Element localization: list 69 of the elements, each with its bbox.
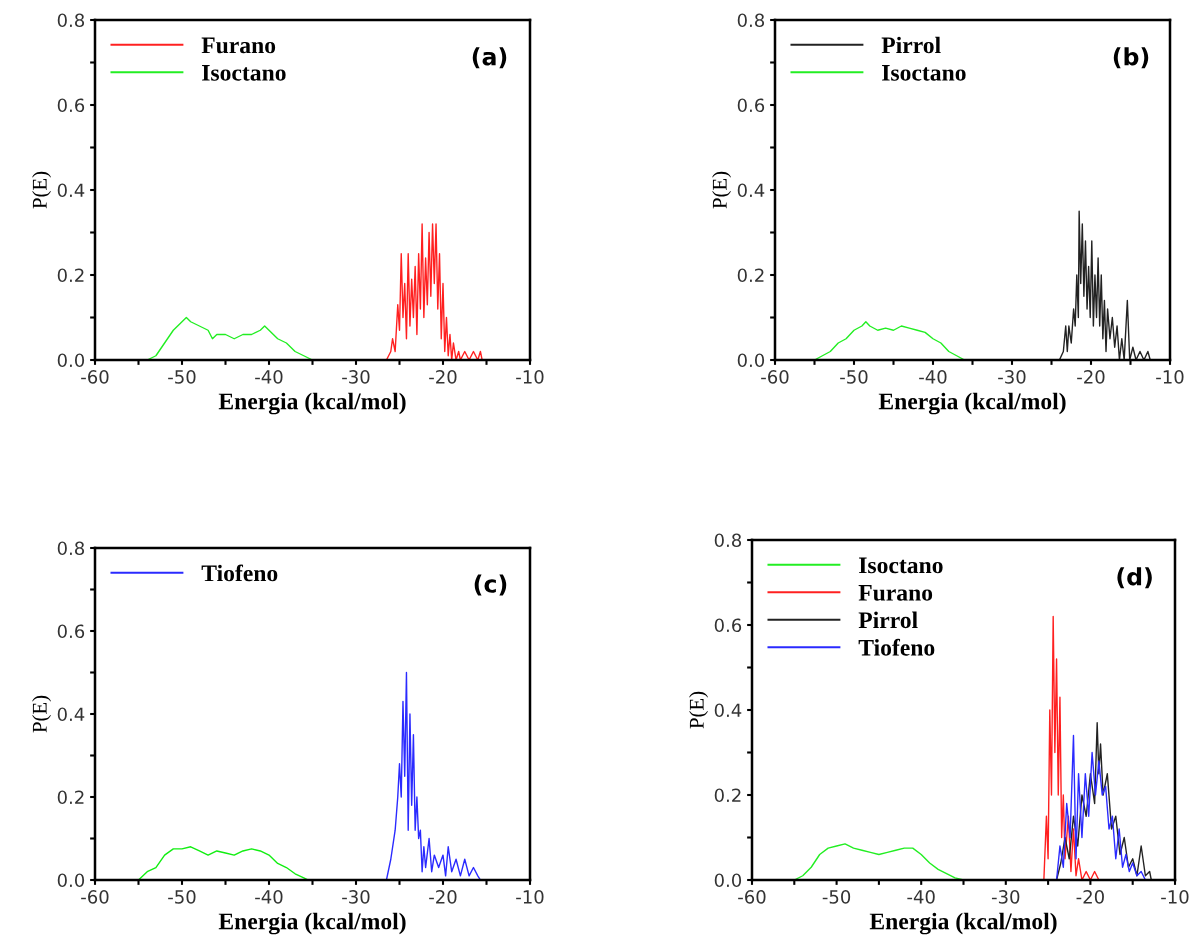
y-tick-label: 0.2 — [57, 790, 84, 805]
annotation: (b) — [1113, 47, 1149, 69]
y-tick-label: 0.8 — [57, 13, 85, 28]
legend-label: Pirrol — [858, 611, 918, 629]
x-tick-label: -40 — [919, 370, 947, 384]
y-axis-title: P(E) — [32, 695, 52, 733]
y-tick-label: 0.8 — [57, 541, 85, 556]
x-tick-label: -50 — [168, 370, 196, 384]
x-tick-label: -50 — [822, 890, 851, 904]
legend-label: Tiofeno — [201, 564, 278, 582]
legend-label: Tiofeno — [858, 638, 935, 656]
line-series — [137, 846, 309, 880]
x-tick-label: -20 — [1077, 370, 1105, 384]
y-tick-label: 0.8 — [737, 13, 765, 28]
x-tick-label: -50 — [840, 370, 868, 384]
x-tick-label: -20 — [429, 370, 457, 384]
y-tick-label: 0.6 — [57, 98, 85, 113]
x-tick-label: -10 — [1161, 890, 1189, 904]
y-tick-label: 0.0 — [714, 873, 742, 888]
x-tick-label: -20 — [429, 890, 457, 904]
x-tick-label: -10 — [1156, 370, 1184, 384]
y-tick-label: 0.0 — [57, 873, 85, 888]
x-tick-label: -40 — [255, 370, 283, 384]
x-tick-label: -30 — [342, 890, 370, 904]
x-tick-label: -40 — [255, 890, 283, 904]
y-tick-label: 0.8 — [714, 533, 742, 548]
legend-label: Isoctano — [859, 557, 943, 574]
y-tick-label: 0.6 — [57, 624, 85, 639]
y-axis-title: P(E) — [32, 171, 52, 209]
annotation: (a) — [472, 47, 507, 69]
y-tick-label: 0.2 — [57, 268, 84, 283]
x-axis-title: Energia (kcal/mol) — [218, 392, 406, 415]
x-tick-label: -60 — [738, 890, 766, 904]
x-axis-title: Energia (kcal/mol) — [878, 392, 1066, 415]
x-tick-label: -30 — [342, 370, 370, 384]
y-tick-label: 0.6 — [737, 98, 765, 113]
x-tick-label: -50 — [168, 890, 196, 904]
y-tick-label: 0.6 — [714, 618, 742, 633]
legend-label: Furano — [858, 585, 933, 601]
x-tick-label: -60 — [81, 370, 109, 384]
x-tick-label: -40 — [907, 890, 935, 904]
y-tick-label: 0.4 — [57, 707, 85, 722]
x-tick-label: -10 — [516, 890, 544, 904]
y-tick-label: 0.2 — [737, 268, 764, 283]
x-axis-title: Energia (kcal/mol) — [869, 912, 1057, 935]
y-axis-title: P(E) — [689, 691, 709, 729]
x-tick-label: -20 — [1076, 890, 1104, 904]
y-tick-label: 0.2 — [714, 788, 741, 803]
legend-label: Isoctano — [202, 65, 286, 81]
y-tick-label: 0.4 — [57, 183, 85, 198]
legend-label: Pirrol — [881, 36, 941, 54]
line-series — [385, 223, 483, 360]
y-tick-label: 0.4 — [737, 183, 765, 198]
y-tick-label: 0.0 — [57, 353, 85, 368]
x-tick-label: -10 — [516, 370, 544, 384]
x-tick-label: -30 — [998, 370, 1026, 384]
y-tick-label: 0.4 — [714, 703, 742, 718]
x-tick-label: -60 — [761, 370, 789, 384]
x-tick-label: -60 — [81, 890, 109, 904]
y-axis-title: P(E) — [712, 171, 732, 209]
line-series — [385, 671, 482, 880]
annotation: (c) — [474, 574, 507, 596]
x-axis-title: Energia (kcal/mol) — [218, 912, 406, 935]
legend-label: Furano — [201, 37, 276, 54]
x-tick-label: -30 — [991, 890, 1020, 904]
legend-label: Isoctano — [882, 65, 966, 81]
annotation: (d) — [1117, 567, 1152, 589]
y-tick-label: 0.0 — [737, 353, 765, 368]
line-series — [1058, 210, 1151, 360]
